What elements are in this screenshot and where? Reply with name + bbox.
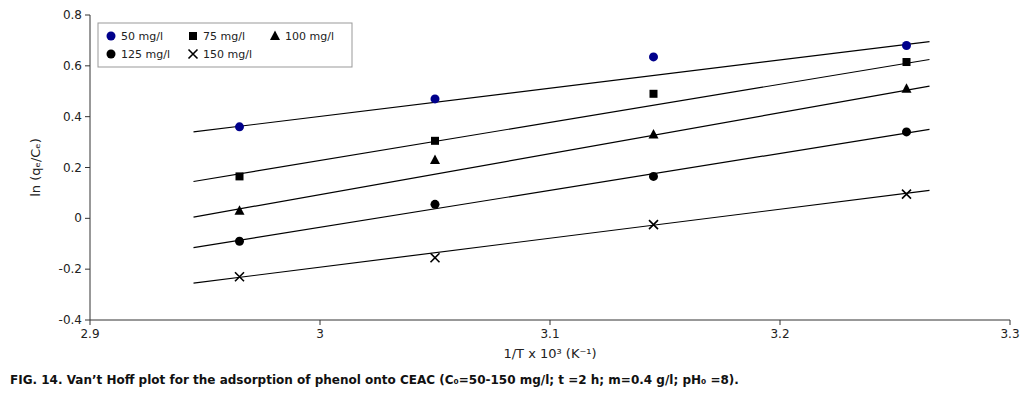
y-tick-label: 0 [74,211,82,225]
legend-frame [98,23,352,67]
x-axis-label: 1/T x 10³ (K⁻¹) [503,346,596,361]
series [194,190,930,283]
point [649,172,658,181]
point [431,137,439,145]
legend: 50 mg/l 75 mg/l 100 mg/l 125 mg/l 150 mg/l [98,23,352,67]
point [649,52,658,61]
series [194,58,930,181]
point [903,58,911,66]
y-tick [85,116,90,117]
caption: FIG. 14. Van’t Hoff plot for the adsorpt… [10,373,739,387]
legend-label: 100 mg/l [285,30,334,43]
point [902,41,911,50]
y-tick [85,15,90,16]
x-tick-label: 3 [316,327,324,341]
y-tick [85,320,90,321]
x-tick-label: 3.2 [770,327,789,341]
y-tick [85,218,90,219]
point [235,122,244,131]
series [194,83,930,217]
legend-marker [189,50,198,59]
x-tick [90,320,91,325]
x-tick-label: 3.1 [540,327,559,341]
legend-marker [270,31,280,41]
legend-label: 50 mg/l [121,30,163,43]
x-tick-label: 2.9 [80,327,99,341]
point [236,172,244,180]
point [235,205,245,215]
x-tick [780,320,781,325]
legend-marker [107,32,116,41]
plot-area [194,41,930,283]
point [902,127,911,136]
fit-line [194,129,930,247]
y-tick-label: -0.2 [59,262,82,276]
point [902,83,912,93]
point [649,220,658,229]
x-tick [320,320,321,325]
y-tick-label: 0.6 [63,59,82,73]
point [431,200,440,209]
y-tick-label: 0.2 [63,161,82,175]
point [235,237,244,246]
y-tick [85,65,90,66]
fit-line [194,59,930,181]
y-tick-label: 0.8 [63,8,82,22]
y-tick [85,269,90,270]
legend-label: 75 mg/l [203,30,245,43]
y-tick-label: -0.4 [59,313,82,327]
series [194,127,930,247]
legend-marker [189,32,197,40]
fit-line [194,190,930,283]
x-tick [1010,320,1011,325]
point [650,90,658,98]
point [431,94,440,103]
y-axis-label: ln (qₑ/Cₑ) [28,138,43,197]
legend-label: 125 mg/l [121,48,170,61]
fit-line [194,86,930,217]
x-tick-label: 3.3 [1000,327,1019,341]
point [431,253,440,262]
legend-label: 150 mg/l [203,48,252,61]
point [649,129,659,139]
chart: 2.9 3 3.1 3.2 3.3 -0.4 -0.2 0 0.2 0.4 0.6 0.8 1/T x … [0,0,1030,396]
point [430,154,440,164]
y-tick [85,167,90,168]
point [902,190,911,199]
y-tick-label: 0.4 [63,110,82,124]
axes: 2.9 3 3.1 3.2 3.3 -0.4 -0.2 0 0.2 0.4 0.6 0.8 [59,8,1020,341]
legend-marker [107,50,116,59]
x-tick [550,320,551,325]
point [235,272,244,281]
